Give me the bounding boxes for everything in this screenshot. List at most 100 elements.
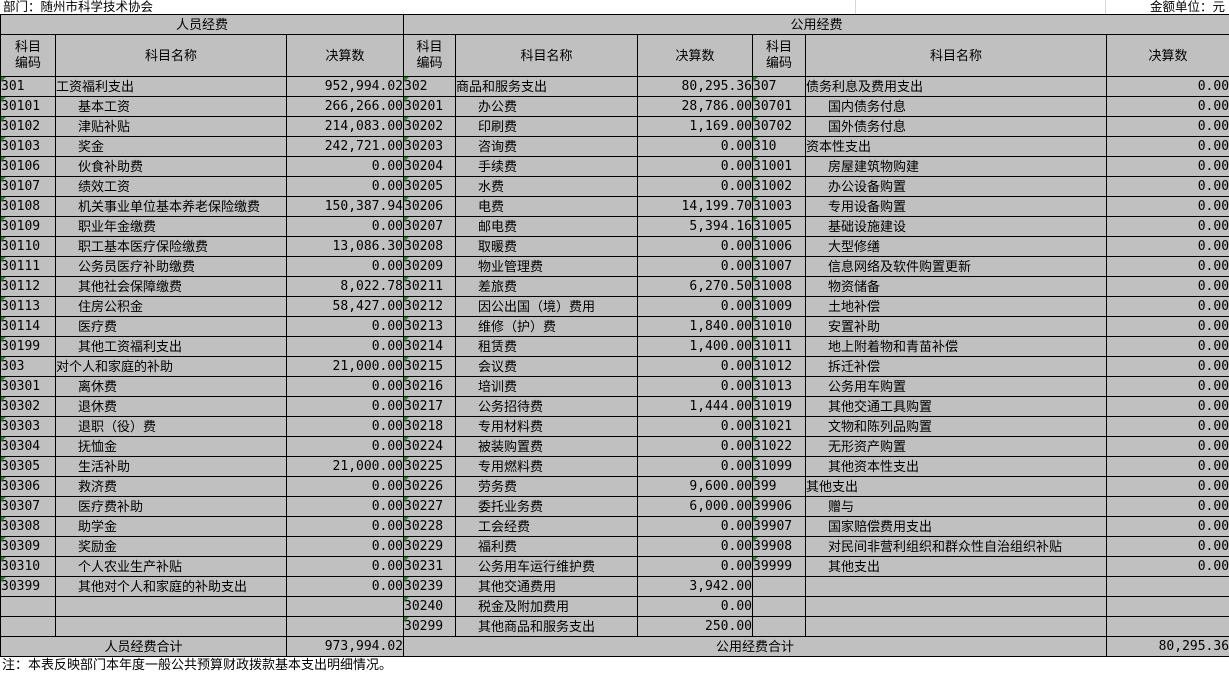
cell-final-amount[interactable]: 14,199.70 xyxy=(637,196,753,217)
cell-subject-code[interactable]: 399 xyxy=(752,476,806,497)
cell-subject-code[interactable]: 30101 xyxy=(0,96,56,117)
cell-subject-code[interactable]: 31005 xyxy=(752,216,806,237)
cell-final-amount[interactable]: 242,721.00 xyxy=(286,136,404,157)
cell-subject-name[interactable]: 其他交通费用 xyxy=(455,576,638,597)
cell-final-amount[interactable]: 0.00 xyxy=(1105,316,1229,337)
cell-subject-name[interactable]: 基本工资 xyxy=(55,96,287,117)
cell-subject-name[interactable]: 租赁费 xyxy=(455,336,638,357)
cell-subject-code[interactable]: 30224 xyxy=(403,436,456,457)
cell-final-amount[interactable] xyxy=(1105,596,1229,617)
cell-subject-name[interactable]: 赠与 xyxy=(805,496,1107,517)
cell-subject-code[interactable]: 30301 xyxy=(0,376,56,397)
cell-final-amount[interactable]: 0.00 xyxy=(637,376,753,397)
cell-final-amount[interactable]: 1,400.00 xyxy=(637,336,753,357)
column-header-value[interactable]: 决算数 xyxy=(637,34,753,77)
cell-final-amount[interactable]: 21,000.00 xyxy=(286,456,404,477)
cell-final-amount[interactable] xyxy=(1105,616,1229,637)
cell-subject-name[interactable]: 住房公积金 xyxy=(55,296,287,317)
cell-subject-code[interactable]: 30214 xyxy=(403,336,456,357)
cell-subject-code[interactable]: 30199 xyxy=(0,336,56,357)
cell-subject-code[interactable] xyxy=(752,616,806,637)
cell-final-amount[interactable]: 0.00 xyxy=(1105,196,1229,217)
cell-final-amount[interactable]: 0.00 xyxy=(637,256,753,277)
cell-subject-code[interactable]: 31001 xyxy=(752,156,806,177)
cell-subject-name[interactable]: 其他支出 xyxy=(805,476,1107,497)
cell-subject-code[interactable]: 30110 xyxy=(0,236,56,257)
cell-subject-code[interactable]: 31008 xyxy=(752,276,806,297)
cell-subject-code[interactable]: 30218 xyxy=(403,416,456,437)
cell-subject-name[interactable]: 公务员医疗补助缴费 xyxy=(55,256,287,277)
cell-subject-code[interactable]: 30240 xyxy=(403,596,456,617)
cell-final-amount[interactable]: 0.00 xyxy=(286,476,404,497)
cell-subject-name[interactable]: 其他工资福利支出 xyxy=(55,336,287,357)
cell-subject-code[interactable] xyxy=(0,596,56,617)
cell-subject-name[interactable]: 福利费 xyxy=(455,536,638,557)
cell-final-amount[interactable]: 0.00 xyxy=(637,356,753,377)
cell-final-amount[interactable]: 0.00 xyxy=(1105,136,1229,157)
cell-subject-name[interactable]: 办公设备购置 xyxy=(805,176,1107,197)
cell-subject-name[interactable]: 国外债务付息 xyxy=(805,116,1107,137)
cell-subject-code[interactable]: 30306 xyxy=(0,476,56,497)
cell-final-amount[interactable]: 0.00 xyxy=(1105,536,1229,557)
cell-subject-code[interactable]: 30205 xyxy=(403,176,456,197)
column-header-code[interactable]: 科目编码 xyxy=(0,34,56,77)
personnel-total-label[interactable]: 人员经费合计 xyxy=(0,636,287,657)
cell-subject-name[interactable]: 绩效工资 xyxy=(55,176,287,197)
cell-final-amount[interactable]: 0.00 xyxy=(637,156,753,177)
cell-subject-name[interactable]: 委托业务费 xyxy=(455,496,638,517)
cell-subject-code[interactable]: 30304 xyxy=(0,436,56,457)
cell-final-amount[interactable]: 0.00 xyxy=(286,496,404,517)
cell-subject-code[interactable]: 30299 xyxy=(403,616,456,637)
cell-final-amount[interactable]: 28,786.00 xyxy=(637,96,753,117)
cell-final-amount[interactable]: 0.00 xyxy=(637,296,753,317)
cell-subject-name[interactable]: 其他交通工具购置 xyxy=(805,396,1107,417)
cell-final-amount[interactable]: 0.00 xyxy=(1105,156,1229,177)
cell-subject-name[interactable]: 培训费 xyxy=(455,376,638,397)
cell-subject-code[interactable]: 31022 xyxy=(752,436,806,457)
cell-subject-code[interactable]: 30204 xyxy=(403,156,456,177)
cell-subject-name[interactable]: 公务招待费 xyxy=(455,396,638,417)
cell-subject-name[interactable]: 取暖费 xyxy=(455,236,638,257)
cell-final-amount[interactable]: 0.00 xyxy=(1105,396,1229,417)
cell-final-amount[interactable]: 6,270.50 xyxy=(637,276,753,297)
cell-subject-code[interactable]: 39907 xyxy=(752,516,806,537)
cell-subject-code[interactable]: 30201 xyxy=(403,96,456,117)
cell-subject-name[interactable]: 国内债务付息 xyxy=(805,96,1107,117)
cell-final-amount[interactable]: 0.00 xyxy=(1105,476,1229,497)
column-header-code[interactable]: 科目编码 xyxy=(752,34,806,77)
public-total-value[interactable]: 80,295.36 xyxy=(1105,636,1229,657)
cell-subject-code[interactable]: 303 xyxy=(0,356,56,377)
cell-subject-name[interactable]: 退职（役）费 xyxy=(55,416,287,437)
cell-final-amount[interactable]: 0.00 xyxy=(1105,556,1229,577)
cell-subject-code[interactable]: 301 xyxy=(0,76,56,97)
cell-subject-code[interactable]: 30308 xyxy=(0,516,56,537)
cell-subject-code[interactable]: 39999 xyxy=(752,556,806,577)
cell-subject-name[interactable]: 其他对个人和家庭的补助支出 xyxy=(55,576,287,597)
cell-subject-code[interactable]: 31006 xyxy=(752,236,806,257)
cell-subject-name[interactable] xyxy=(805,596,1107,617)
cell-subject-name[interactable]: 救济费 xyxy=(55,476,287,497)
cell-subject-code[interactable]: 30229 xyxy=(403,536,456,557)
cell-subject-name[interactable]: 维修（护）费 xyxy=(455,316,638,337)
cell-subject-name[interactable]: 对个人和家庭的补助 xyxy=(55,356,287,377)
cell-subject-code[interactable]: 30225 xyxy=(403,456,456,477)
cell-subject-code[interactable]: 30111 xyxy=(0,256,56,277)
cell-final-amount[interactable]: 0.00 xyxy=(637,556,753,577)
cell-subject-code[interactable]: 30102 xyxy=(0,116,56,137)
cell-final-amount[interactable]: 0.00 xyxy=(286,536,404,557)
cell-subject-code[interactable]: 31009 xyxy=(752,296,806,317)
cell-final-amount[interactable]: 8,022.78 xyxy=(286,276,404,297)
cell-final-amount[interactable]: 80,295.36 xyxy=(637,76,753,97)
column-header-name[interactable]: 科目名称 xyxy=(455,34,638,77)
cell-subject-code[interactable]: 31010 xyxy=(752,316,806,337)
cell-final-amount[interactable]: 0.00 xyxy=(286,396,404,417)
cell-subject-code[interactable]: 30213 xyxy=(403,316,456,337)
cell-subject-code[interactable]: 30216 xyxy=(403,376,456,397)
cell-subject-code[interactable]: 30107 xyxy=(0,176,56,197)
cell-final-amount[interactable]: 58,427.00 xyxy=(286,296,404,317)
cell-subject-code[interactable]: 31013 xyxy=(752,376,806,397)
cell-subject-name[interactable]: 手续费 xyxy=(455,156,638,177)
cell-subject-code[interactable]: 30215 xyxy=(403,356,456,377)
cell-subject-code[interactable]: 31099 xyxy=(752,456,806,477)
cell-final-amount[interactable]: 0.00 xyxy=(286,376,404,397)
